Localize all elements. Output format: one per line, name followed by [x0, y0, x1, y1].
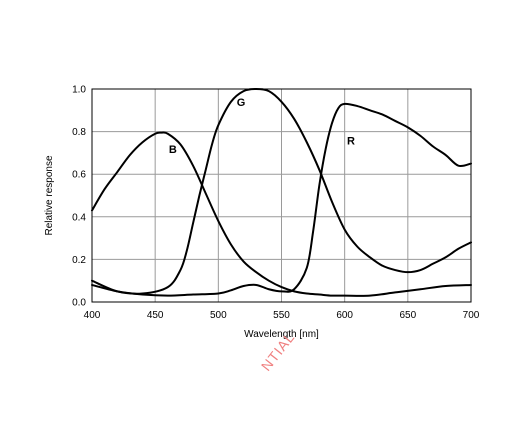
- y-tick-label: 0.8: [72, 127, 86, 138]
- y-tick-label: 0.4: [72, 212, 86, 223]
- series-line-b: [91, 131, 472, 297]
- x-tick-label: 400: [84, 310, 101, 321]
- x-tick-label: 450: [147, 310, 164, 321]
- curve-labels: B G R: [169, 97, 355, 156]
- x-tick-label: 700: [463, 310, 480, 321]
- y-tick-label: 0.2: [72, 255, 86, 266]
- plot-frame: [91, 88, 472, 303]
- y-tick-label: 1.0: [72, 85, 86, 96]
- y-tick-labels: 0.0 0.2 0.4 0.6 0.8 1.0: [72, 85, 86, 309]
- y-tick-label: 0.0: [72, 298, 86, 309]
- curve-label-r: R: [347, 135, 355, 147]
- y-tick-label: 0.6: [72, 170, 86, 181]
- series-line-g: [91, 88, 472, 295]
- series-line-r: [91, 102, 472, 297]
- curve-label-b: B: [169, 144, 177, 156]
- curve-label-g: G: [237, 97, 246, 109]
- x-tick-label: 650: [399, 310, 416, 321]
- x-axis-label: Wavelength [nm]: [244, 329, 319, 340]
- x-tick-label: 600: [336, 310, 353, 321]
- x-tick-label: 550: [273, 310, 290, 321]
- x-tick-label: 500: [210, 310, 227, 321]
- response-curves: [91, 88, 472, 297]
- y-axis-label: Relative response: [44, 155, 55, 235]
- x-tick-labels: 400 450 500 550 600 650 700: [84, 310, 480, 321]
